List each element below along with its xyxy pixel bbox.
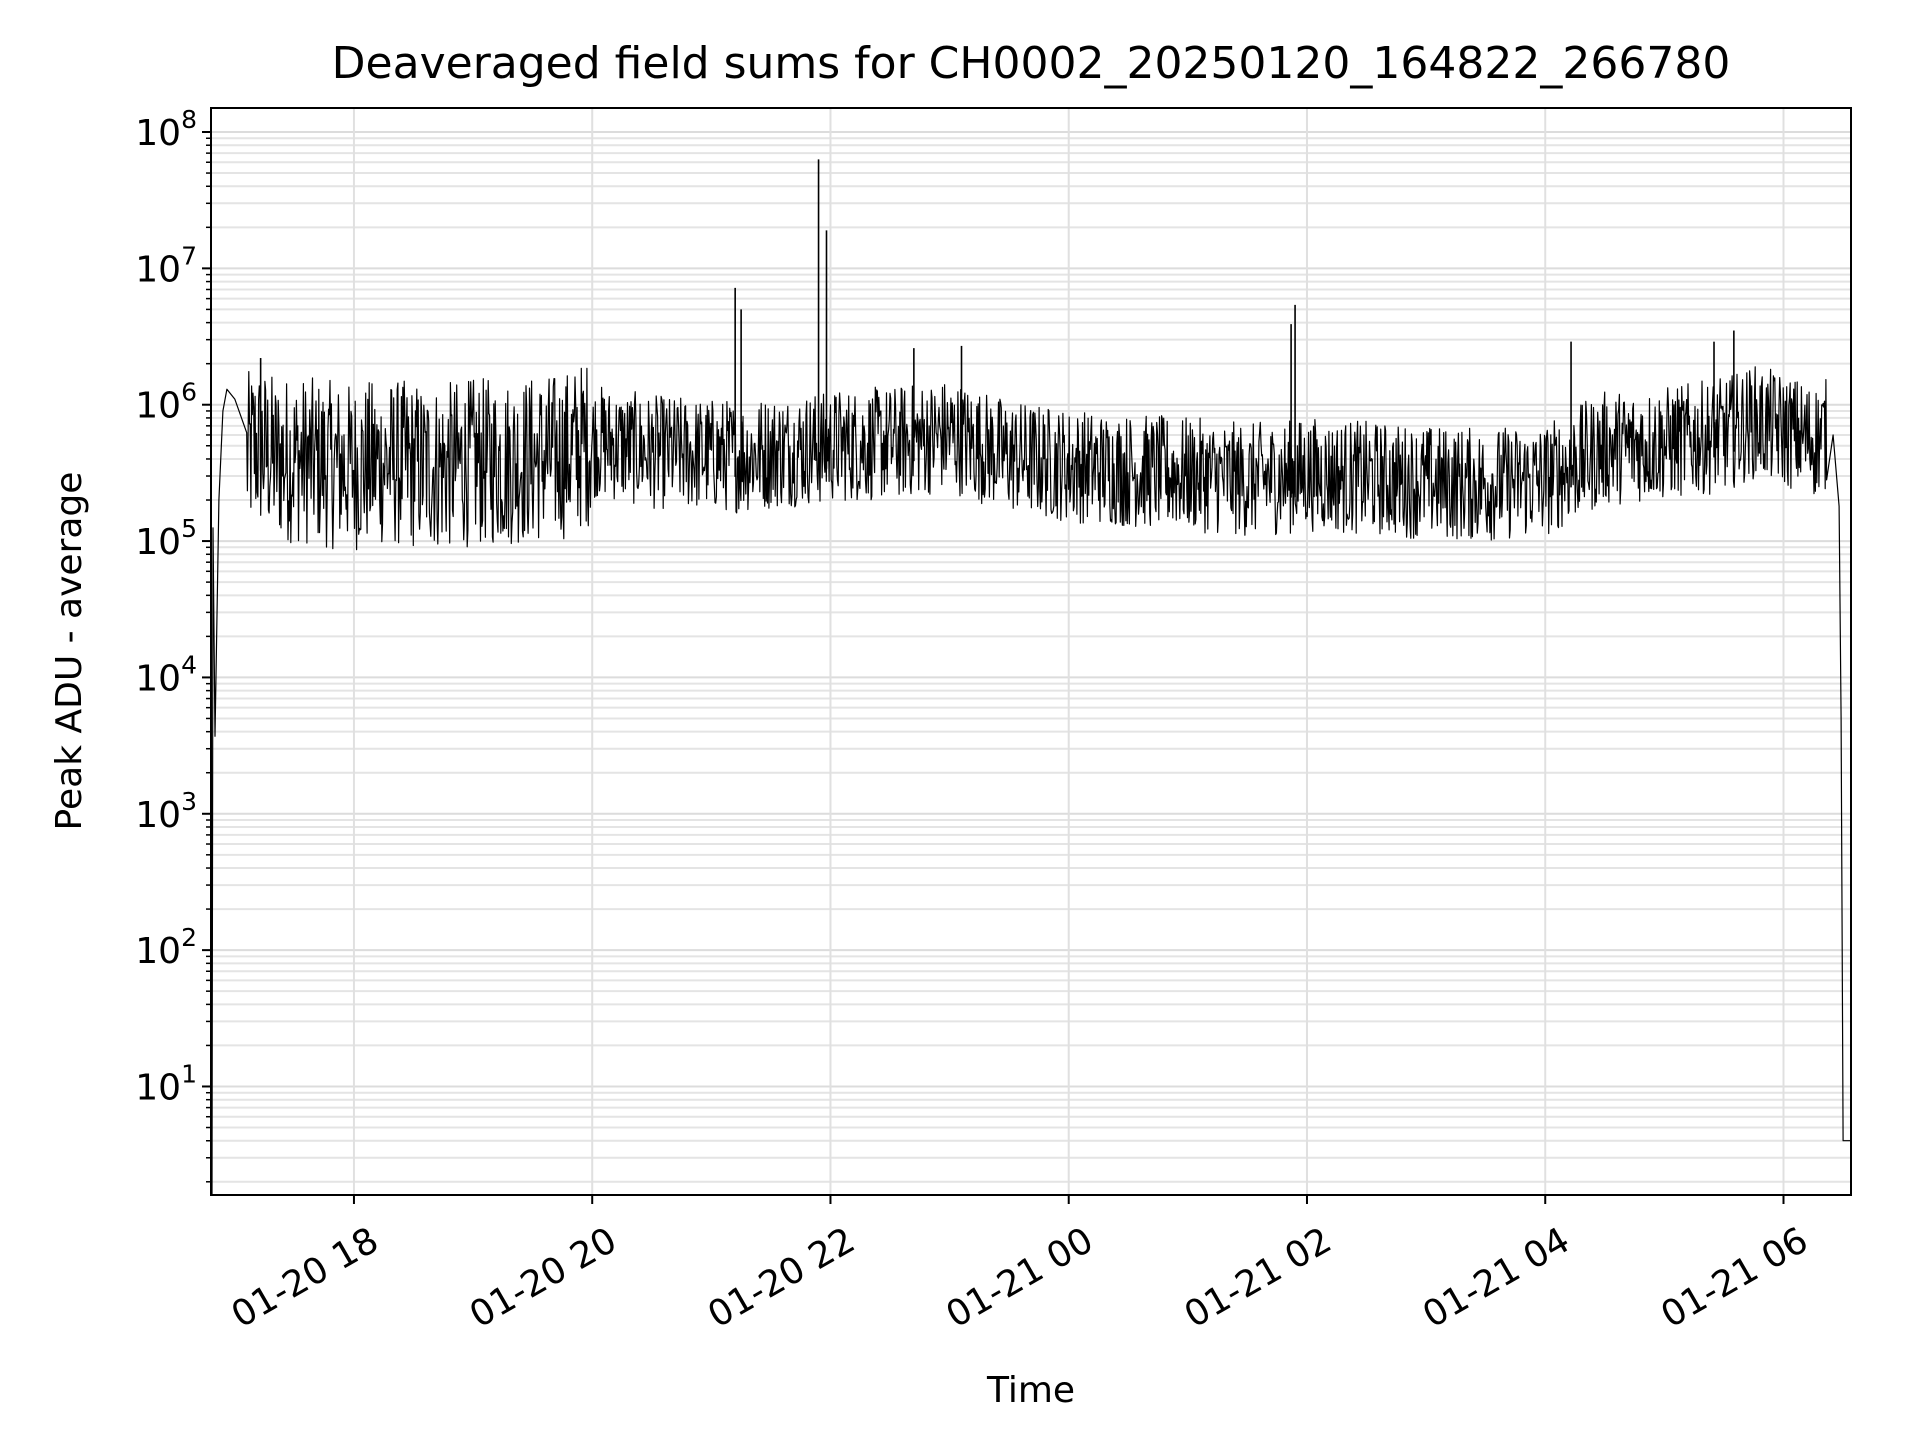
y-tick-label: 108: [135, 105, 197, 154]
y-tick-label-base: 10: [135, 249, 181, 290]
y-tick-label-exp: 5: [181, 514, 197, 543]
y-tick-label-exp: 6: [181, 378, 197, 407]
grid: [211, 108, 1851, 1195]
x-axis-label: Time: [986, 1370, 1075, 1411]
y-tick-label-base: 10: [135, 658, 181, 699]
y-tick-label-exp: 2: [181, 923, 197, 952]
x-tick-label: 01-20 18: [225, 1220, 386, 1336]
y-tick-label: 107: [135, 241, 197, 290]
x-tick-label: 01-21 06: [1654, 1220, 1815, 1336]
y-axis-label: Peak ADU - average: [49, 472, 90, 831]
x-axis: 01-20 18 01-20 20 01-20 22 01-21 00 01-21 02…: [225, 1195, 1815, 1336]
x-tick-label: 01-21 02: [1178, 1220, 1339, 1336]
y-tick-label: 104: [135, 650, 197, 699]
plot-frame: [210, 107, 1852, 1196]
y-tick-label: 106: [135, 378, 197, 427]
y-tick-label-exp: 3: [181, 787, 197, 816]
y-tick-label-exp: 8: [181, 105, 197, 134]
y-tick-label-base: 10: [135, 386, 181, 427]
y-tick-label-base: 10: [135, 1067, 181, 1108]
y-tick-label: 102: [135, 923, 197, 972]
x-tick-label: 01-21 04: [1416, 1220, 1577, 1336]
y-tick-label-base: 10: [135, 113, 181, 154]
y-tick-label-exp: 7: [181, 241, 197, 270]
x-tick-label: 01-20 20: [463, 1220, 624, 1336]
y-tick-label-exp: 4: [181, 650, 197, 679]
x-tick-label: 01-20 22: [701, 1220, 862, 1336]
x-tick-label: 01-21 00: [940, 1220, 1101, 1336]
y-tick-label-base: 10: [135, 795, 181, 836]
y-tick-label: 103: [135, 787, 197, 836]
y-tick-label: 105: [135, 514, 197, 563]
chart-title: Deaveraged field sums for CH0002_2025012…: [332, 38, 1731, 89]
y-tick-label: 101: [135, 1059, 197, 1108]
series-line: [211, 366, 1851, 1196]
y-tick-label-base: 10: [135, 522, 181, 563]
series-layer: [211, 159, 1851, 1196]
y-tick-label-exp: 1: [181, 1059, 197, 1088]
y-tick-label-base: 10: [135, 931, 181, 972]
